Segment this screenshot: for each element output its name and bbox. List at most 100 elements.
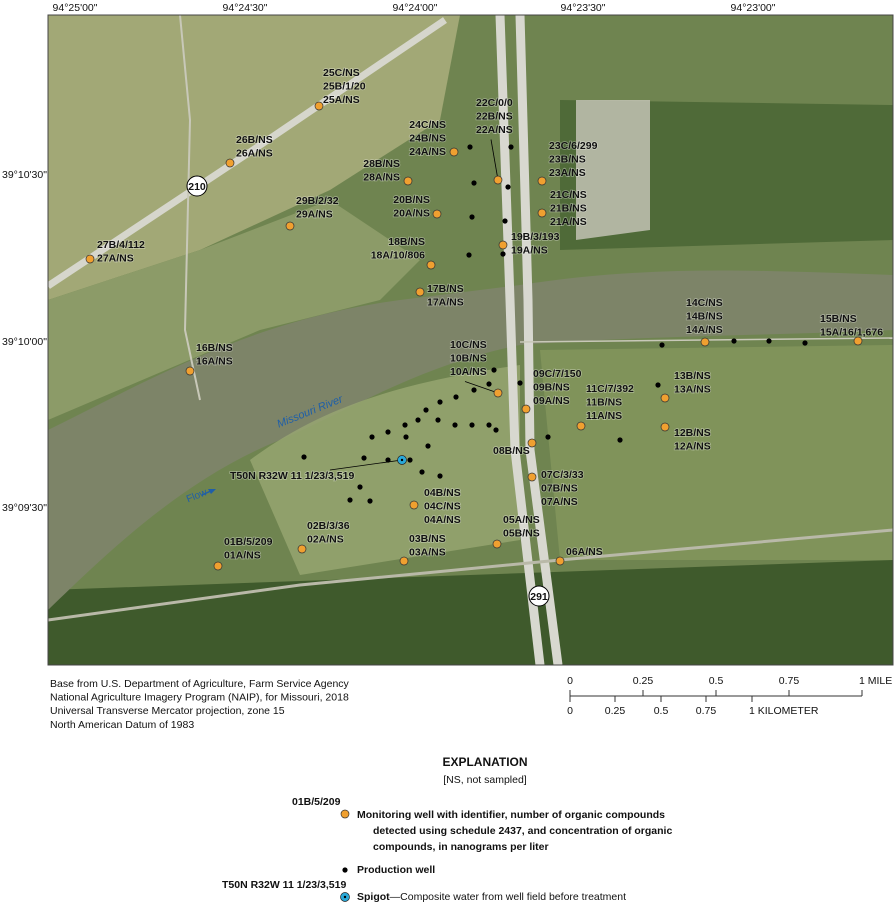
well-label: 05A/NS [503,514,540,526]
well-label: 13A/NS [674,383,711,395]
well-label: 09B/NS [533,381,570,393]
map-frame [47,14,894,666]
scale-label: 0.5 [709,675,724,687]
credit-line: National Agriculture Imagery Program (NA… [50,691,349,703]
production-well [301,454,307,460]
production-well [493,427,499,433]
production-well [452,422,458,428]
production-well [367,498,373,504]
monitoring-well [493,388,503,398]
monitoring-well [285,221,295,231]
production-well [469,422,475,428]
monitoring-well [537,176,547,186]
production-well [435,417,441,423]
legend-spigot-center [343,895,347,899]
legend-monitoring-well [340,809,350,819]
longitude-label: 94°24'00" [393,2,438,14]
well-label: 04C/NS [424,500,461,512]
leader-line [329,459,403,471]
longitude-label: 94°25'00" [53,2,98,14]
well-label: 22A/NS [476,124,513,136]
well-label: 19B/3/193 [511,231,560,243]
flow-arrowhead [208,489,216,494]
scale-label: 0.25 [633,675,654,687]
monitoring-well [314,101,324,111]
legend-text: Spigot—Composite water from well field b… [357,891,626,903]
well-label: 08B/NS [493,445,530,457]
monitoring-well [660,393,670,403]
scale-label: 0.25 [605,705,626,717]
production-well [403,434,409,440]
production-well [766,338,772,344]
latitude-label: 39°10'30" [2,169,47,181]
well-label: 21B/NS [550,202,587,214]
well-label: 11B/NS [586,396,622,408]
monitoring-well [213,561,223,571]
well-label: 07B/NS [541,482,578,494]
production-well [505,184,511,190]
road-label: 210 [188,181,206,193]
production-well [347,497,353,503]
well-label: 07A/NS [541,496,578,508]
legend-text: detected using schedule 2437, and concen… [373,825,672,837]
production-well [486,422,492,428]
well-label: 22B/NS [476,110,513,122]
production-well [453,394,459,400]
production-well [407,457,413,463]
leader-line [490,139,499,181]
production-well [491,367,497,373]
monitoring-well [498,240,508,250]
production-well [469,214,475,220]
well-label: 25C/NS [323,67,360,79]
well-label: 10B/NS [450,352,487,364]
monitoring-well [527,438,537,448]
production-well [415,417,421,423]
monitoring-well [527,472,537,482]
well-label: 12A/NS [674,440,711,452]
monitoring-well [85,254,95,264]
well-label: 18A/10/806 [371,249,425,261]
well-label: 13B/NS [674,370,711,382]
well-label: 01A/NS [224,549,261,561]
well-label: 19A/NS [511,244,548,256]
well-label: 16B/NS [196,342,233,354]
well-label: 28A/NS [363,171,400,183]
well-label: 01B/5/209 [224,536,273,548]
scale-label: 0 [567,675,573,687]
production-well [508,144,514,150]
production-well [486,381,492,387]
well-label: 14A/NS [686,324,723,336]
monitoring-well [297,544,307,554]
monitoring-well [409,500,419,510]
production-well [437,399,443,405]
well-label: 10C/NS [450,339,487,351]
well-label: 27A/NS [97,252,134,264]
production-well [467,144,473,150]
well-label: 25A/NS [323,94,360,106]
production-well [402,422,408,428]
well-label: 24C/NS [409,119,446,131]
monitoring-well [521,404,531,414]
monitoring-well [403,176,413,186]
well-label: 15A/16/1,676 [820,326,883,338]
legend-text: Monitoring well with identifier, number … [357,809,665,821]
well-label: 25B/1/20 [323,80,366,92]
well-label: 24B/NS [409,132,446,144]
credit-line: North American Datum of 1983 [50,719,194,731]
well-label: 17B/NS [427,283,464,295]
well-label: 21A/NS [550,216,587,228]
scale-label: 0.5 [654,705,669,717]
monitoring-well [449,147,459,157]
well-label: 02B/3/36 [307,520,350,532]
legend-example: 01B/5/209 [292,796,341,808]
road-label: 291 [530,591,548,603]
well-label: 26B/NS [236,134,273,146]
monitoring-well [576,421,586,431]
production-well [423,407,429,413]
longitude-label: 94°23'00" [731,2,776,14]
monitoring-well [185,366,195,376]
production-well [425,443,431,449]
monitoring-well [853,336,863,346]
monitoring-well [399,556,409,566]
